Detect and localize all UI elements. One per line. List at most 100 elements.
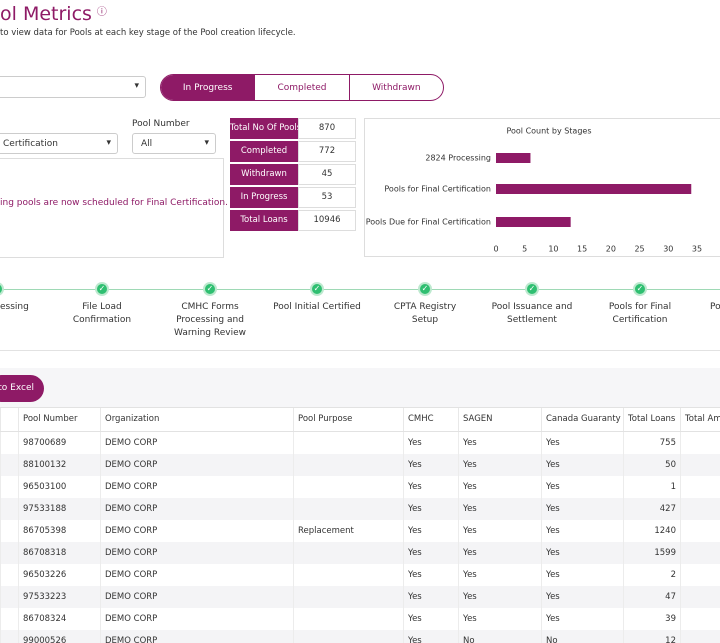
table-row: 96503100 DEMO CORP Yes Yes Yes 1 [0, 476, 720, 498]
table-cell: 97533223 [18, 586, 100, 608]
tab[interactable]: Completed [254, 75, 348, 100]
column-header[interactable]: Organization [100, 408, 293, 431]
y-tick-label: Pools for Final Certification [384, 185, 491, 194]
table-cell: No [458, 630, 541, 643]
export-button[interactable]: to Excel [0, 375, 44, 402]
table-row: 86708324 DEMO CORP Yes Yes Yes 39 [0, 608, 720, 630]
step-icon: ✓ [310, 282, 324, 296]
table-cell: Yes [458, 542, 541, 564]
table-cell: Yes [458, 520, 541, 542]
table-cell [680, 520, 720, 542]
filter-label: Pool Number [132, 119, 190, 129]
table-cell: Yes [458, 564, 541, 586]
table-row: 96503226 DEMO CORP Yes Yes Yes 2 [0, 564, 720, 586]
table-cell: No [541, 630, 623, 643]
table-cell: Yes [403, 520, 458, 542]
table-cell: 86708318 [18, 542, 100, 564]
table-cell: Yes [541, 608, 623, 630]
dropdown[interactable] [0, 76, 146, 98]
table-cell [680, 608, 720, 630]
table-header: Pool Number Organization Pool Purpose CMHC S… [0, 407, 720, 432]
table-cell: Yes [541, 498, 623, 520]
y-tick-label: 2824 Processing [425, 154, 491, 163]
step-icon: ✓ [418, 282, 432, 296]
dropdown[interactable]: All [132, 133, 216, 154]
table-cell: Yes [541, 476, 623, 498]
info-icon[interactable]: ⓘ [96, 7, 107, 18]
table-row: 86705398 DEMO CORP Replacement Yes Yes Yes 124… [0, 520, 720, 542]
step-icon: ✓ [203, 282, 217, 296]
page-title: ol Metrics ⓘ [0, 3, 107, 25]
table-cell [0, 476, 18, 498]
summary-table: Total No Of Pools 870 Completed 772 Withdraw… [230, 118, 358, 233]
table-cell: DEMO CORP [100, 564, 293, 586]
table-cell [680, 498, 720, 520]
x-tick-label: 5 [522, 245, 527, 254]
y-tick-label: Pools Due for Final Certification [366, 218, 491, 227]
table-cell: 1240 [623, 520, 680, 542]
table-cell: 86705398 [18, 520, 100, 542]
x-tick-label: 0 [493, 245, 498, 254]
table-cell [0, 608, 18, 630]
summary-row: Completed 772 [230, 141, 358, 162]
column-header[interactable]: Total Am [680, 408, 720, 431]
table-cell [0, 542, 18, 564]
column-header [0, 408, 18, 431]
summary-label: Total No Of Pools [230, 118, 298, 139]
bar [496, 184, 692, 194]
table-cell [0, 454, 18, 476]
table-cell: 47 [623, 586, 680, 608]
x-tick-label: 20 [606, 245, 616, 254]
table-cell [0, 586, 18, 608]
table-cell: Yes [403, 542, 458, 564]
step-icon: ✓ [0, 282, 4, 296]
column-header[interactable]: Pool Purpose [293, 408, 403, 431]
table-cell: Yes [541, 586, 623, 608]
table-cell: 97533188 [18, 498, 100, 520]
table-cell: DEMO CORP [100, 542, 293, 564]
divider [0, 350, 720, 351]
tab[interactable]: Withdrawn [348, 75, 443, 100]
table-row: 98700689 DEMO CORP Yes Yes Yes 755 [0, 432, 720, 454]
table-cell [293, 564, 403, 586]
table-cell: DEMO CORP [100, 520, 293, 542]
step-label: Pool Initial Certified [273, 302, 361, 312]
chart-title: Pool Count by Stages [506, 127, 591, 136]
column-header[interactable]: Canada Guaranty [541, 408, 623, 431]
table-cell: DEMO CORP [100, 586, 293, 608]
summary-label: Total Loans [230, 210, 298, 231]
x-tick-label: 30 [663, 245, 673, 254]
table-cell: 2 [623, 564, 680, 586]
table-cell: Yes [458, 432, 541, 454]
message-panel [0, 158, 224, 258]
table-cell: Yes [403, 564, 458, 586]
table-row: 99000526 DEMO CORP Yes No No 12 [0, 630, 720, 643]
table-cell: 50 [623, 454, 680, 476]
column-header[interactable]: Pool Number [18, 408, 100, 431]
column-header[interactable]: SAGEN [458, 408, 541, 431]
column-header[interactable]: CMHC [403, 408, 458, 431]
table-cell: 1 [623, 476, 680, 498]
summary-label: Completed [230, 141, 298, 162]
column-header[interactable]: Total Loans [623, 408, 680, 431]
summary-value: 53 [298, 187, 356, 208]
message: ing pools are now scheduled for Final Ce… [0, 198, 228, 208]
table-cell: 1599 [623, 542, 680, 564]
table-cell [293, 476, 403, 498]
table-cell [293, 542, 403, 564]
table-cell [0, 564, 18, 586]
step-label: Pools for Final Certification [608, 302, 672, 325]
table-row: 88100132 DEMO CORP Yes Yes Yes 50 [0, 454, 720, 476]
tab[interactable]: In Progress [161, 75, 255, 100]
table-row: 97533223 DEMO CORP Yes Yes Yes 47 [0, 586, 720, 608]
table-cell [680, 476, 720, 498]
table-cell: Replacement [293, 520, 403, 542]
dropdown[interactable]: Certification [0, 133, 118, 154]
table-cell: 98700689 [18, 432, 100, 454]
step-label: essing [0, 302, 29, 312]
table-cell: DEMO CORP [100, 476, 293, 498]
summary-value: 772 [298, 141, 356, 162]
table-cell: Yes [458, 476, 541, 498]
table-cell: Yes [541, 432, 623, 454]
